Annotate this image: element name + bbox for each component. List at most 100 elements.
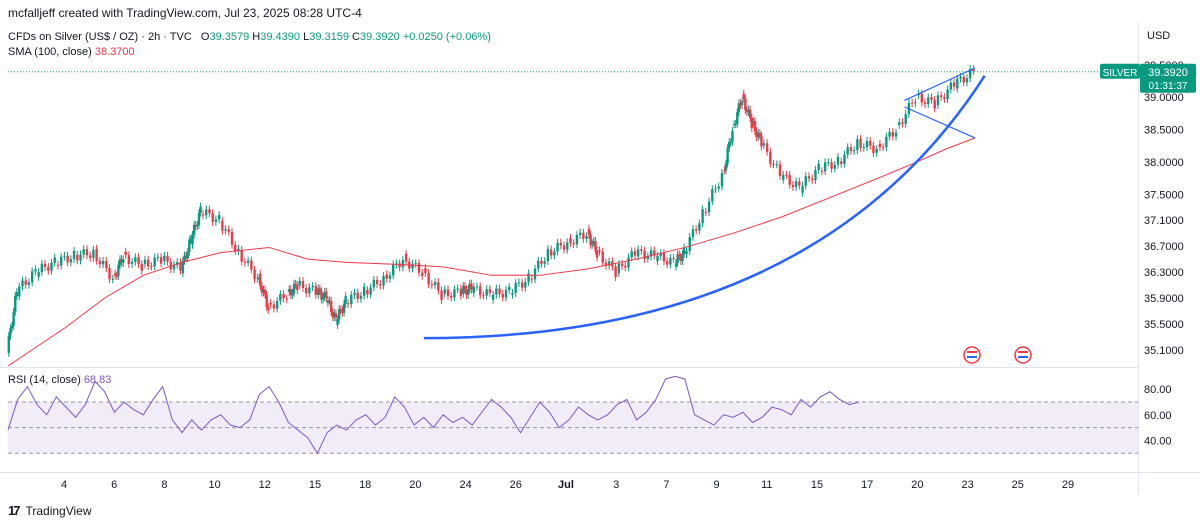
candle-body [279, 293, 282, 301]
rsi-line [7, 375, 860, 455]
candle-body [197, 212, 201, 226]
time-tick-label: 17 [861, 479, 873, 491]
candle-body [869, 140, 872, 146]
candle-body [698, 223, 701, 231]
candle-body [865, 140, 869, 148]
candle-body [659, 253, 662, 257]
currency-label[interactable]: USD [1147, 30, 1171, 42]
candle-body [517, 282, 521, 284]
candle-body [704, 211, 708, 213]
time-tick-label: 12 [259, 479, 271, 491]
candle-body [230, 231, 234, 245]
time-tick-label: 26 [510, 479, 522, 491]
candle-body [794, 181, 798, 187]
candle-body [575, 235, 579, 245]
candle-body [537, 260, 540, 269]
candle-body [556, 242, 559, 252]
candle-body [726, 148, 729, 164]
candle-body [15, 292, 19, 297]
rsi-legend[interactable]: RSI (14, close) 68.83 [8, 374, 111, 386]
candle-body [317, 288, 320, 296]
candle-body [105, 260, 108, 269]
symbol-legend-row[interactable]: CFDs on Silver (US$ / OZ) · 2h · TVC O39… [8, 30, 491, 45]
tradingview-footer[interactable]: 17 TradingView [8, 503, 92, 518]
candle-body [118, 259, 122, 266]
candle-body [37, 271, 40, 277]
candle-body [227, 229, 230, 232]
candle-body [111, 278, 114, 280]
candle-body [569, 237, 572, 244]
candle-body [750, 117, 753, 129]
candle-body [470, 283, 473, 290]
candle-body [366, 290, 369, 295]
candle-body [350, 294, 353, 305]
price-axis-ticks: 39.500039.000038.500038.000037.500037.10… [1144, 60, 1184, 357]
time-tick-label: 4 [61, 479, 67, 491]
candle-body [246, 260, 250, 263]
chart-canvas[interactable]: 39.500039.000038.500038.000037.500037.10… [0, 0, 1200, 500]
sma-line [7, 137, 976, 367]
candle-body [53, 257, 56, 263]
candle-body [549, 249, 553, 256]
candle-body [881, 147, 885, 149]
candle-body [63, 255, 66, 257]
candle-body [414, 263, 417, 265]
candle-body [817, 163, 820, 171]
candle-body [344, 296, 347, 304]
candle-body [199, 206, 202, 213]
candle-body [760, 135, 763, 147]
candle-body [728, 142, 731, 149]
candle-body [172, 264, 176, 270]
candle-body [711, 189, 714, 202]
candle-body [417, 263, 421, 273]
candle-body [811, 178, 814, 180]
rsi-series [7, 375, 860, 455]
candle-body [914, 102, 917, 104]
candle-body [466, 289, 470, 296]
candle-body [488, 289, 492, 293]
wedge-lower-line [904, 106, 976, 139]
candle-body [263, 289, 267, 295]
candle-body [595, 250, 599, 258]
candle-body [943, 97, 946, 100]
candle-body [479, 286, 482, 296]
candle-body [265, 294, 268, 308]
candle-body [456, 288, 459, 290]
candle-body [79, 254, 82, 261]
candle-body [379, 284, 382, 286]
candle-body [514, 283, 517, 293]
candle-body [849, 147, 853, 152]
candle-body [88, 255, 92, 258]
candle-body [739, 103, 742, 106]
candle-body [214, 219, 218, 222]
candle-body [736, 112, 739, 124]
candle-body [662, 253, 666, 262]
time-tick-label: Jul [558, 479, 574, 491]
candle-body [211, 213, 214, 222]
candle-body [740, 101, 744, 106]
candle-body [901, 122, 904, 124]
candle-body [117, 265, 120, 276]
candle-body [321, 297, 325, 300]
sma-legend-row[interactable]: SMA (100, close) 38.3700 [8, 45, 491, 60]
candle-body [256, 277, 260, 280]
chart-attribution: mcfalljeff created with TradingView.com,… [8, 6, 362, 20]
candle-body [18, 286, 21, 297]
candle-body [747, 109, 750, 113]
open-value: 39.3579 [209, 31, 250, 43]
candle-body [72, 250, 76, 260]
time-tick-label: 10 [208, 479, 220, 491]
candle-body [898, 122, 901, 126]
open-label: O [200, 31, 210, 43]
candle-body [862, 147, 865, 149]
symbol-name: CFDs on Silver (US$ / OZ) · 2h · TVC [8, 31, 192, 43]
candle-body [508, 287, 511, 290]
candle-body [752, 121, 755, 123]
candle-body [731, 130, 734, 142]
candle-body [665, 261, 669, 265]
candle-body [798, 181, 801, 186]
candle-body [504, 289, 508, 298]
candle-body [520, 282, 524, 288]
high-label: H [252, 31, 261, 43]
candle-body [137, 257, 140, 265]
